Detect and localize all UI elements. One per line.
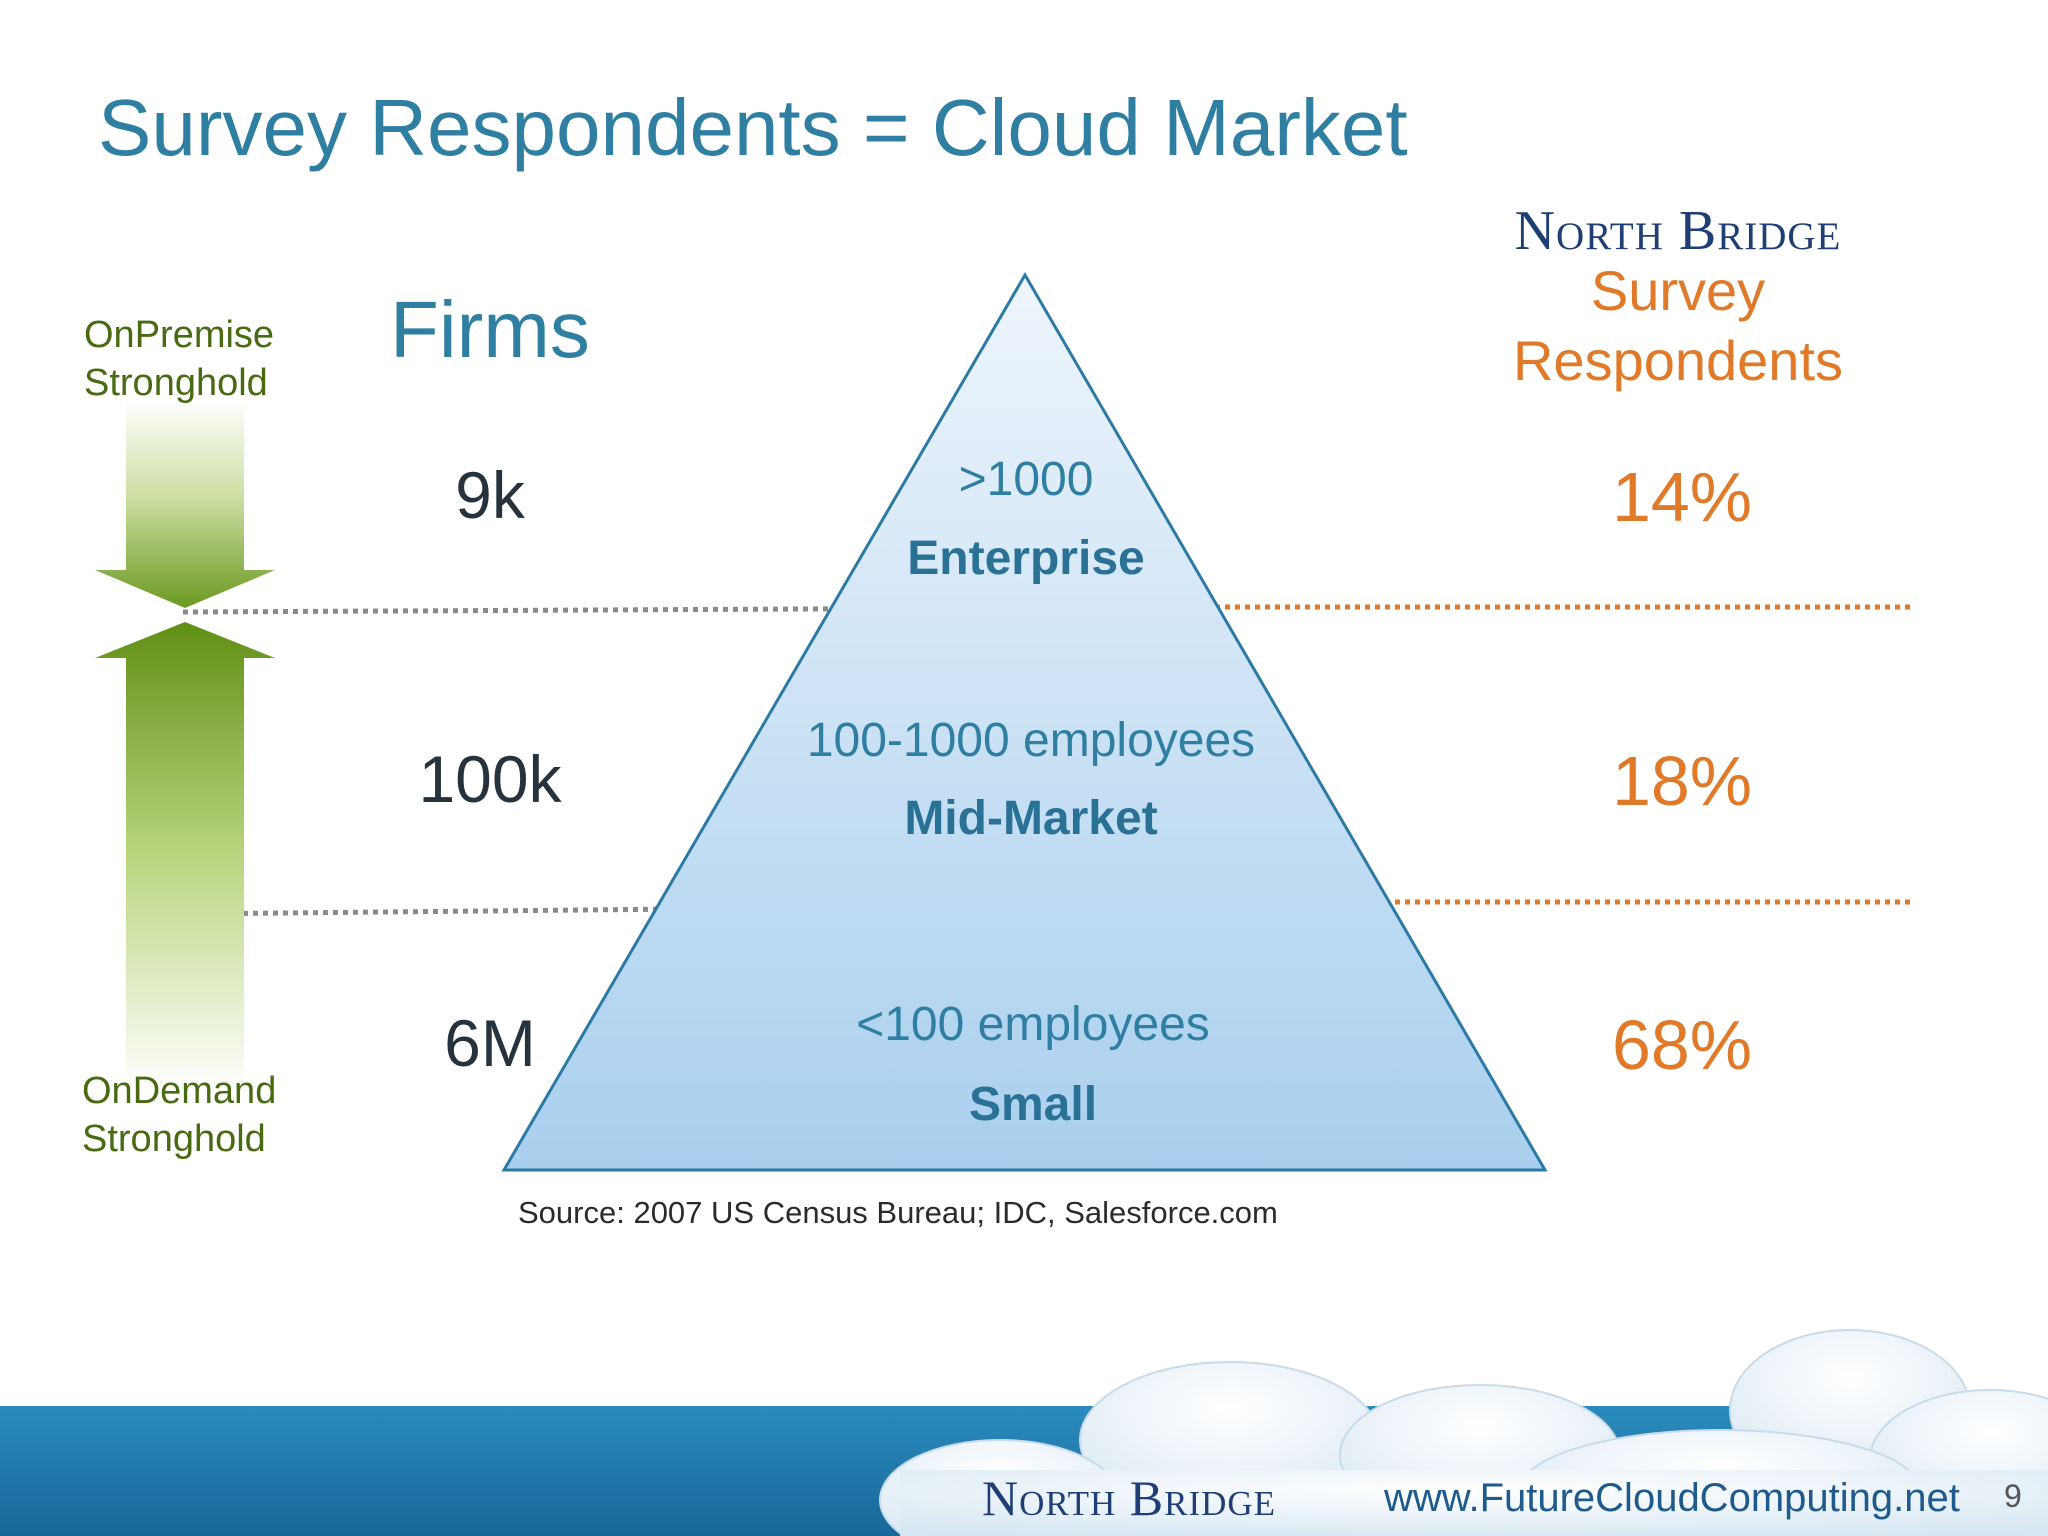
market-pyramid [501,272,1548,1172]
footer-url: www.FutureCloudComputing.net [1384,1476,1960,1520]
tier-range-small: <100 employees [856,998,1210,1051]
source-note: Source: 2007 US Census Bureau; IDC, Sale… [518,1195,1278,1230]
respondents-pct-small: 68% [1611,1006,1753,1084]
footer-clouds [879,1329,2048,1536]
slide-title: Survey Respondents = Cloud Market [98,83,1408,172]
arrow-down-onpremise [95,400,275,608]
tier-range-midmarket: 100-1000 employees [806,714,1256,767]
ondemand-stronghold-label: OnDemand Stronghold [82,1070,277,1160]
tier-range-enterprise: >1000 [958,453,1094,506]
respondents-pct-enterprise: 14% [1611,458,1753,536]
tier-name-small: Small [968,1078,1098,1131]
respondents-pct-midmarket: 18% [1611,742,1753,820]
page-number: 9 [2004,1478,2022,1514]
firm-count-small: 6M [444,1006,536,1080]
firm-count-enterprise: 9k [455,458,525,532]
onpremise-stronghold-label: OnPremise Stronghold [84,314,275,404]
respondents-header-line2: Respondents [1512,329,1843,392]
north-bridge-logo-top: North Bridge [1514,200,1842,262]
arrow-up-ondemand [95,622,275,1090]
firm-count-midmarket: 100k [418,742,562,816]
north-bridge-logo-footer: North Bridge [982,1470,1277,1526]
tier-name-enterprise: Enterprise [907,532,1145,585]
firms-heading: Firms [390,285,590,374]
respondents-header-line1: Survey [1590,259,1766,322]
tier-name-midmarket: Mid-Market [904,792,1158,845]
